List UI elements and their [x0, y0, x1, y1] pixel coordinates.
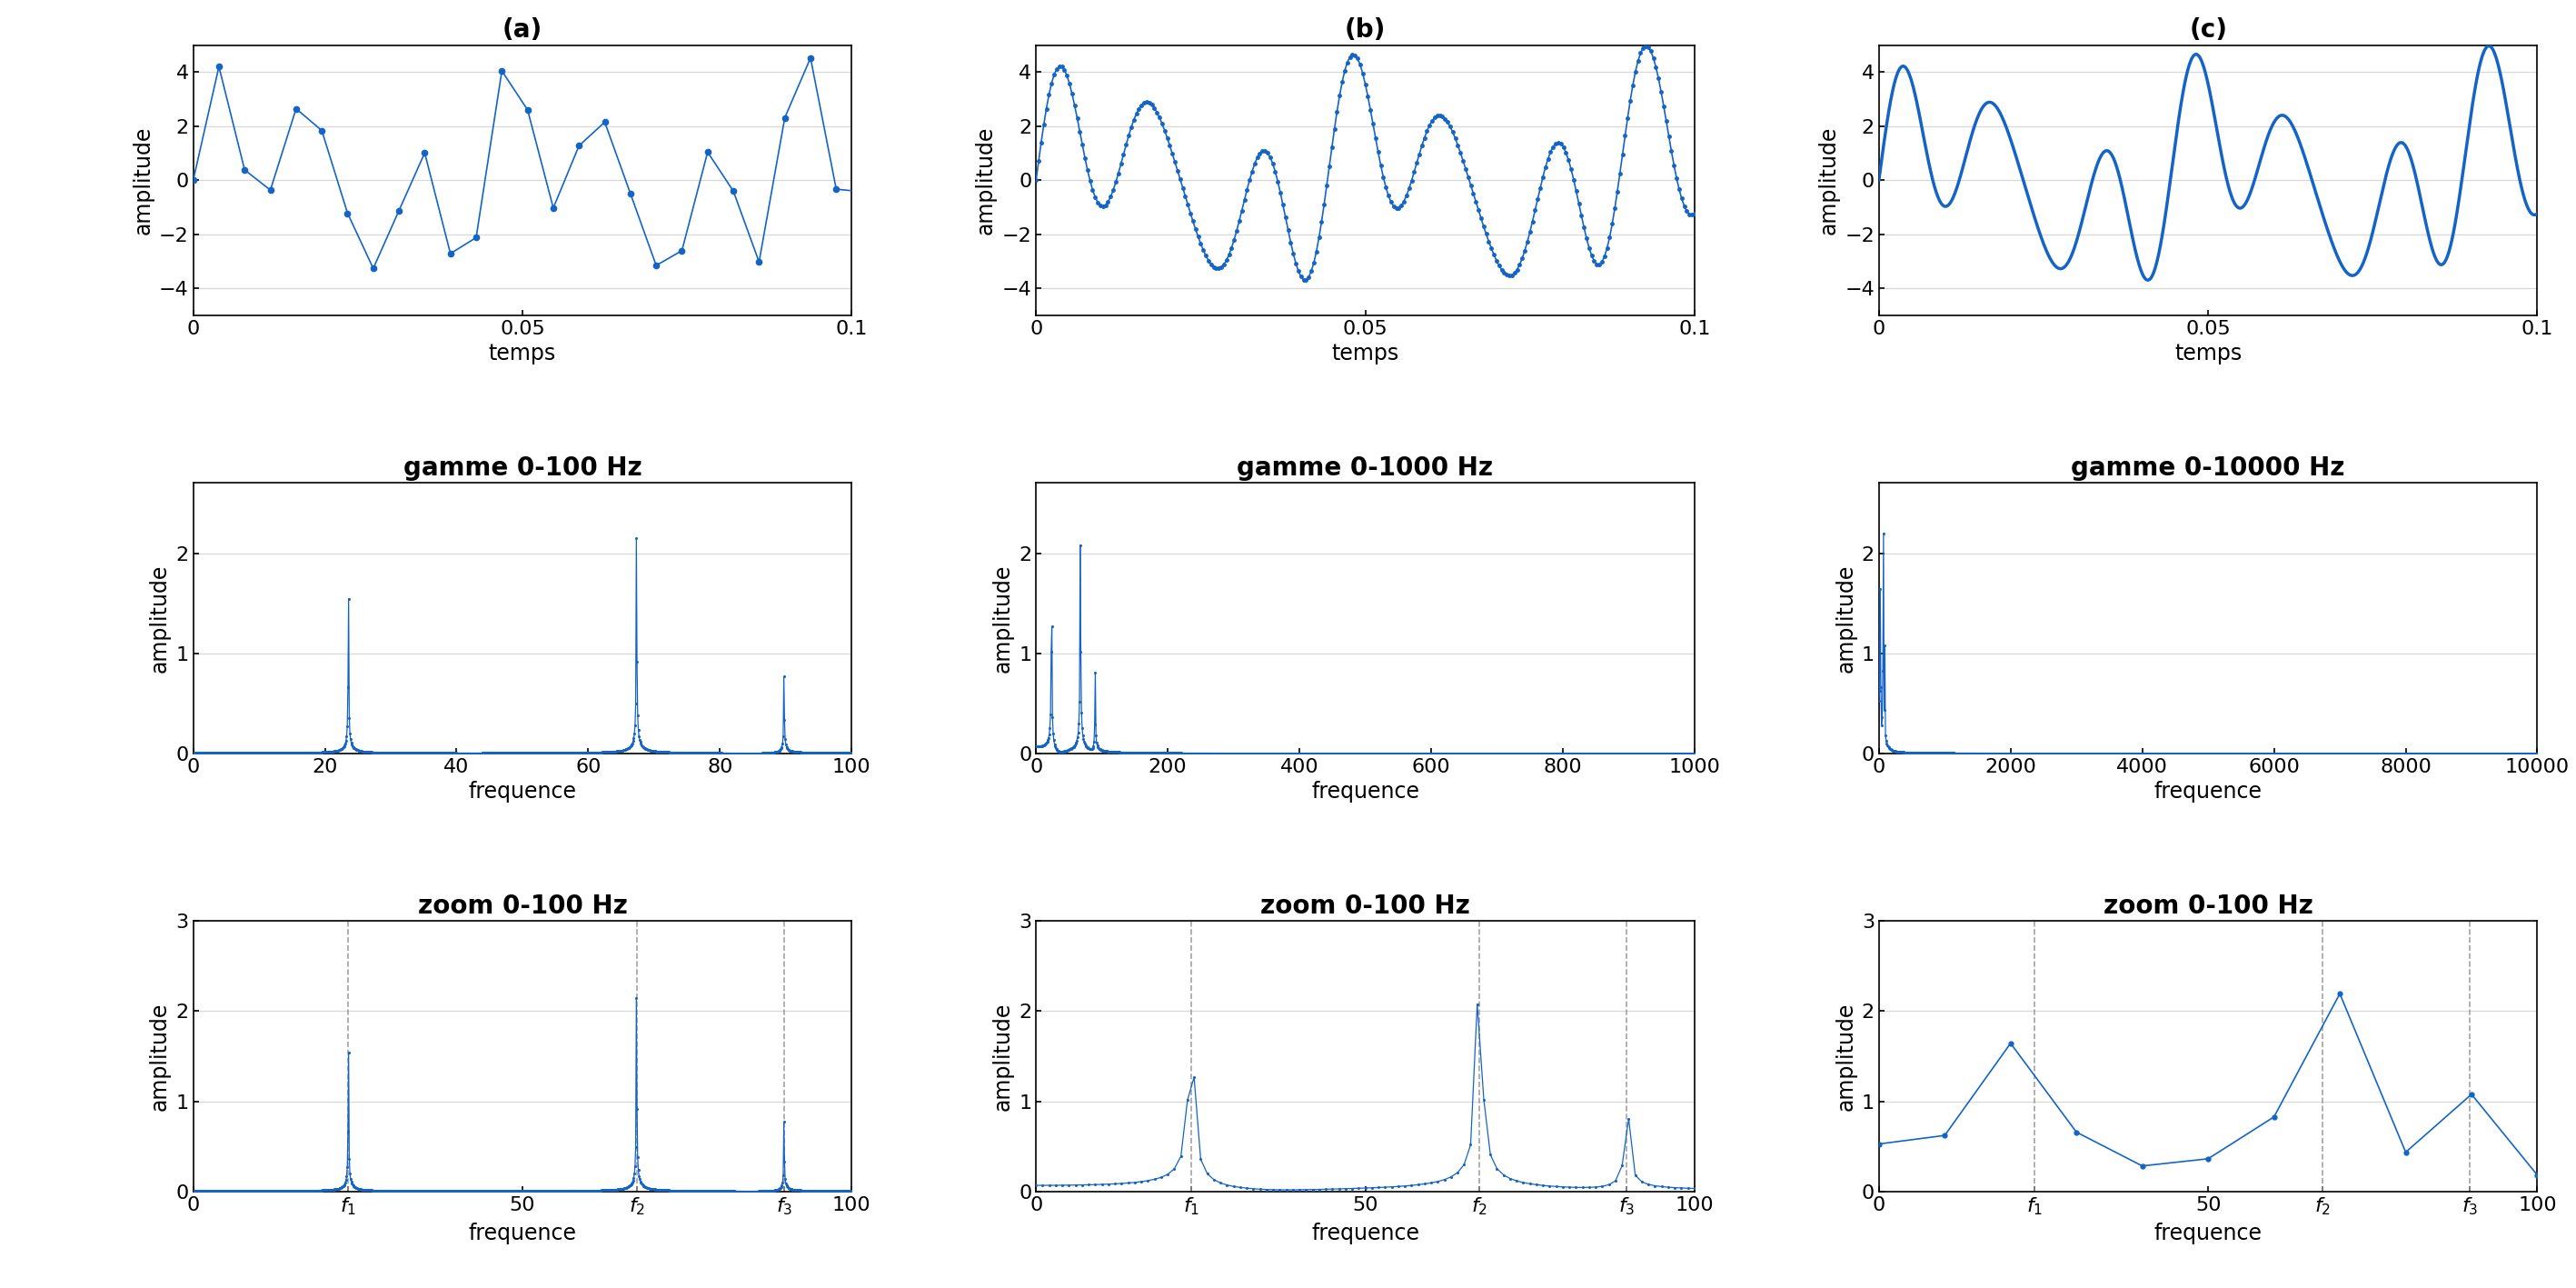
- X-axis label: frequence: frequence: [2154, 781, 2262, 802]
- X-axis label: frequence: frequence: [469, 1222, 577, 1244]
- X-axis label: frequence: frequence: [1311, 1222, 1419, 1244]
- Title: (c): (c): [2190, 18, 2228, 43]
- X-axis label: temps: temps: [1332, 343, 1399, 365]
- X-axis label: temps: temps: [489, 343, 556, 365]
- X-axis label: frequence: frequence: [469, 781, 577, 802]
- Y-axis label: amplitude: amplitude: [149, 1002, 170, 1110]
- Title: (a): (a): [502, 18, 544, 43]
- Title: zoom 0-100 Hz: zoom 0-100 Hz: [417, 894, 629, 918]
- Title: gamme 0-1000 Hz: gamme 0-1000 Hz: [1236, 456, 1494, 480]
- Title: gamme 0-100 Hz: gamme 0-100 Hz: [402, 456, 641, 480]
- Title: zoom 0-100 Hz: zoom 0-100 Hz: [2102, 894, 2313, 918]
- Y-axis label: amplitude: amplitude: [992, 1002, 1012, 1110]
- Y-axis label: amplitude: amplitude: [131, 126, 155, 234]
- X-axis label: temps: temps: [2174, 343, 2241, 365]
- Y-axis label: amplitude: amplitude: [1834, 564, 1857, 672]
- Title: zoom 0-100 Hz: zoom 0-100 Hz: [1260, 894, 1471, 918]
- X-axis label: frequence: frequence: [2154, 1222, 2262, 1244]
- Y-axis label: amplitude: amplitude: [992, 564, 1012, 672]
- X-axis label: frequence: frequence: [1311, 781, 1419, 802]
- Y-axis label: amplitude: amplitude: [1834, 1002, 1857, 1110]
- Y-axis label: amplitude: amplitude: [1819, 126, 1839, 234]
- Title: gamme 0-10000 Hz: gamme 0-10000 Hz: [2071, 456, 2344, 480]
- Y-axis label: amplitude: amplitude: [974, 126, 997, 234]
- Y-axis label: amplitude: amplitude: [149, 564, 170, 672]
- Title: (b): (b): [1345, 18, 1386, 43]
